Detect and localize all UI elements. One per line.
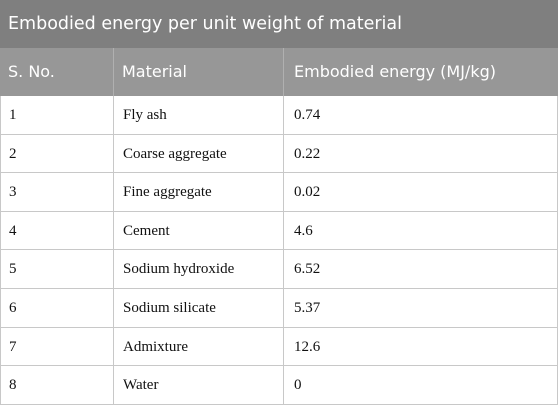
table-row: 3 Fine aggregate 0.02 <box>1 173 557 212</box>
cell-serial-number: 2 <box>9 145 17 162</box>
cell-serial-number: 3 <box>9 184 17 201</box>
table-row: 4 Cement 4.6 <box>1 211 557 251</box>
table-header-row: S. No. Material Embodied energy (MJ/kg) <box>0 48 558 96</box>
cell-serial-number: 8 <box>9 377 17 394</box>
table-row: 5 Sodium hydroxide 6.52 <box>1 250 557 289</box>
header-serial-number: S. No. <box>8 62 55 81</box>
cell-material: Water <box>113 366 283 404</box>
table-row: 1 Fly ash 0.74 <box>1 96 557 135</box>
header-material: Material <box>113 48 283 96</box>
table-caption: Embodied energy per unit weight of mater… <box>0 0 558 48</box>
cell-material: Sodium hydroxide <box>113 250 283 288</box>
header-embodied-energy: Embodied energy (MJ/kg) <box>283 48 558 96</box>
cell-embodied-energy: 6.52 <box>283 250 557 288</box>
cell-embodied-energy: 12.6 <box>283 327 557 366</box>
cell-embodied-energy: 5.37 <box>283 288 557 327</box>
cell-material: Cement <box>113 211 283 250</box>
cell-embodied-energy: 0.74 <box>283 96 557 134</box>
cell-material: Fine aggregate <box>113 173 283 211</box>
cell-embodied-energy: 4.6 <box>283 211 557 250</box>
cell-embodied-energy: 0.22 <box>283 134 557 173</box>
cell-serial-number: 4 <box>9 222 17 239</box>
cell-serial-number: 5 <box>9 261 17 278</box>
table-row: 8 Water 0 <box>1 366 557 405</box>
table-row: 6 Sodium silicate 5.37 <box>1 288 557 328</box>
cell-serial-number: 6 <box>9 299 17 316</box>
cell-serial-number: 1 <box>9 107 17 123</box>
cell-material: Sodium silicate <box>113 288 283 327</box>
cell-material: Admixture <box>113 327 283 366</box>
cell-material: Coarse aggregate <box>113 134 283 173</box>
cell-serial-number: 7 <box>9 338 17 355</box>
table-row: 2 Coarse aggregate 0.22 <box>1 134 557 174</box>
table-row: 7 Admixture 12.6 <box>1 327 557 367</box>
table-body: 1 Fly ash 0.74 2 Coarse aggregate 0.22 3… <box>0 96 558 405</box>
cell-embodied-energy: 0 <box>283 366 557 404</box>
cell-material: Fly ash <box>113 96 283 134</box>
cell-embodied-energy: 0.02 <box>283 173 557 211</box>
